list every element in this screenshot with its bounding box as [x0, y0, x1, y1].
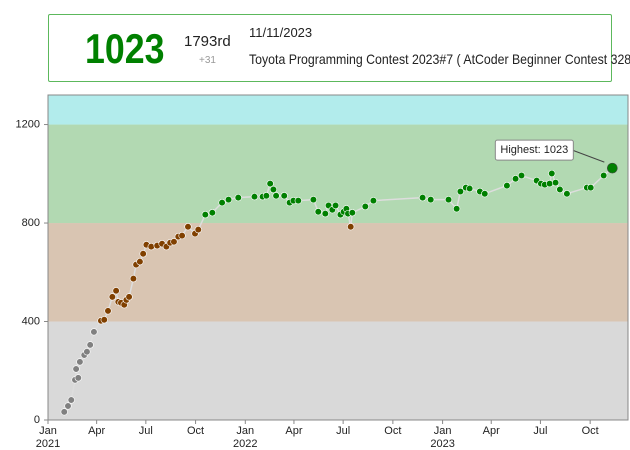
highest-pointer: [572, 149, 605, 163]
rating-point: [418, 194, 427, 202]
rating-point: [331, 201, 340, 210]
rating-point: [361, 202, 369, 211]
rating-diff: +31: [199, 55, 216, 66]
x-tick-label: Jan: [236, 425, 254, 437]
rating-point: [76, 358, 84, 366]
rating-point: [511, 175, 520, 183]
contest-name[interactable]: Toyota Programming Contest 2023#7 ( AtCo…: [249, 51, 630, 67]
rating-point: [600, 171, 608, 180]
rating-point: [136, 258, 144, 266]
rating-point: [60, 408, 68, 416]
rating-point: [104, 307, 112, 315]
rating-point: [74, 374, 82, 382]
rating-point: [548, 169, 556, 178]
rating-band: [48, 124, 628, 224]
x-tick-label: Jul: [139, 425, 153, 437]
rating-point: [67, 396, 75, 404]
rating-point: [314, 208, 322, 216]
rating-band: [48, 95, 628, 125]
y-tick-label: 0: [34, 414, 40, 426]
highest-label: Highest: 1023: [500, 144, 568, 156]
rating-point: [272, 192, 280, 200]
rating-band: [48, 321, 628, 420]
rating-point: [607, 162, 618, 174]
plot-frame: [47, 94, 629, 421]
highest-box: [494, 139, 574, 161]
rating-point: [178, 231, 186, 240]
rating-point: [234, 194, 242, 202]
rating-point: [72, 365, 80, 373]
rating-point: [294, 197, 302, 205]
rating-point: [90, 328, 98, 336]
rating-point: [64, 402, 72, 410]
rating-point: [201, 211, 209, 219]
rank: 1793rd: [184, 33, 231, 50]
x-tick-label: Jan: [434, 425, 452, 437]
x-tick-label: Oct: [582, 425, 599, 437]
y-tick-label: 800: [22, 217, 40, 229]
x-year-label: 2022: [233, 438, 257, 450]
x-year-label: 2023: [430, 438, 454, 450]
rating-point: [269, 185, 278, 194]
rating-point: [108, 293, 116, 301]
x-tick-label: Apr: [483, 425, 500, 437]
contest-header: 1023 1793rd +31 11/11/2023 Toyota Progra…: [48, 14, 630, 82]
y-tick-label: 400: [22, 315, 40, 327]
rating-point: [147, 243, 155, 251]
x-year-label: 2021: [36, 438, 60, 450]
x-tick-label: Oct: [187, 425, 204, 437]
rating-point: [262, 192, 270, 200]
rating-point: [280, 192, 288, 200]
rating-point: [444, 196, 453, 204]
rating-point: [250, 193, 259, 201]
rating-point: [321, 210, 329, 218]
rating-point: [587, 183, 595, 192]
rating-point: [208, 209, 216, 217]
rating-point: [556, 185, 564, 194]
rating-point: [456, 187, 465, 196]
rating-point: [170, 238, 178, 246]
x-tick-label: Apr: [285, 425, 302, 437]
contest-date: 11/11/2023: [249, 25, 313, 40]
rating-point: [86, 341, 94, 349]
rating-point: [503, 182, 511, 190]
rating-point: [348, 209, 356, 217]
x-tick-label: Oct: [384, 425, 401, 437]
x-tick-label: Jul: [336, 425, 350, 437]
rating: 1023: [85, 25, 165, 72]
rating-point: [481, 190, 489, 198]
rating-band: [48, 223, 628, 322]
x-tick-label: Apr: [88, 425, 105, 437]
rating-point: [517, 171, 526, 180]
x-tick-label: Jan: [39, 425, 57, 437]
y-tick-label: 1200: [16, 118, 40, 130]
rating-point: [551, 179, 560, 187]
rating-point: [100, 316, 108, 324]
rating-point: [184, 223, 192, 231]
x-tick-label: Jul: [533, 425, 547, 437]
rating-point: [309, 196, 318, 204]
rating-point: [427, 196, 435, 204]
rating-point: [266, 180, 274, 188]
rating-point: [112, 287, 120, 295]
rating-point: [194, 226, 202, 234]
rating-point: [369, 197, 378, 205]
rating-point: [453, 205, 461, 213]
rating-point: [139, 250, 147, 258]
rating-point: [224, 196, 233, 204]
rating-point: [546, 180, 554, 188]
rating-point: [218, 198, 226, 207]
rating-point: [83, 348, 91, 356]
rating-point: [347, 223, 355, 231]
rating-point: [125, 293, 133, 301]
rating-point: [466, 184, 474, 193]
rating-point: [129, 275, 138, 283]
rating-point: [563, 190, 571, 198]
